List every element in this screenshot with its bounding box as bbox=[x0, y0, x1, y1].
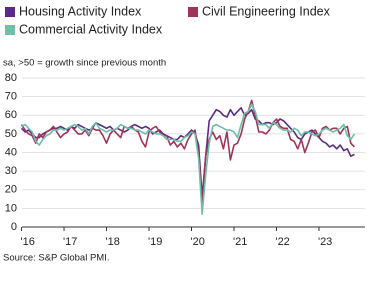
y-tick-label: 40 bbox=[5, 146, 17, 158]
x-tick-label: '18 bbox=[106, 236, 120, 248]
x-tick-label: '23 bbox=[318, 236, 332, 248]
x-tick-label: '22 bbox=[275, 236, 289, 248]
legend-label: Commercial Activity Index bbox=[19, 22, 163, 36]
y-tick-label: 0 bbox=[11, 221, 17, 233]
series-line bbox=[21, 103, 356, 215]
y-tick-label: 80 bbox=[5, 72, 17, 84]
legend-swatch bbox=[188, 7, 198, 17]
y-tick-label: 10 bbox=[5, 202, 17, 214]
x-tick-label: '21 bbox=[233, 236, 247, 248]
y-tick-label: 30 bbox=[5, 165, 17, 177]
legend-label: Housing Activity Index bbox=[19, 4, 142, 18]
y-tick-label: 60 bbox=[5, 109, 17, 121]
legend-label: Civil Engineering Index bbox=[202, 4, 331, 18]
y-tick-label: 70 bbox=[5, 91, 17, 103]
y-tick-label: 20 bbox=[5, 184, 17, 196]
x-tick-label: '19 bbox=[148, 236, 162, 248]
legend-swatch bbox=[5, 7, 15, 17]
x-tick-label: '20 bbox=[191, 236, 205, 248]
x-tick-label: '17 bbox=[63, 236, 77, 248]
x-tick-label: '16 bbox=[21, 236, 35, 248]
legend-swatch bbox=[5, 25, 15, 35]
y-tick-label: 50 bbox=[5, 128, 17, 140]
series-line bbox=[20, 99, 355, 204]
chart-subtitle: sa, >50 = growth since previous month bbox=[3, 58, 166, 69]
source-note: Source: S&P Global PMI. bbox=[3, 253, 110, 264]
